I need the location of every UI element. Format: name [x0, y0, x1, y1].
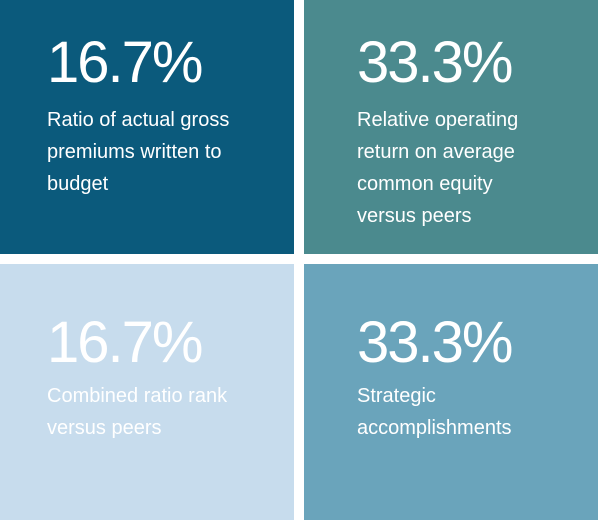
- metric-value: 16.7%: [47, 30, 203, 95]
- metric-value: 16.7%: [47, 310, 203, 375]
- metric-tile-operating-return: 33.3% Relative operating return on avera…: [304, 0, 598, 254]
- metric-value: 33.3%: [357, 310, 513, 375]
- metric-tile-combined-ratio: 16.7% Combined ratio rank versus peers: [0, 264, 294, 520]
- metric-label: Ratio of actual gross premiums written t…: [47, 109, 230, 195]
- metric-value: 33.3%: [357, 30, 513, 95]
- metric-label: Strategic accomplishments: [357, 385, 512, 439]
- metric-tile-gross-premiums: 16.7% Ratio of actual gross premiums wri…: [0, 0, 294, 254]
- metric-label: Combined ratio rank versus peers: [47, 385, 228, 439]
- metric-tile-strategic: 33.3% Strategic accomplishments: [304, 264, 598, 520]
- metric-label: Relative operating return on average com…: [357, 109, 519, 227]
